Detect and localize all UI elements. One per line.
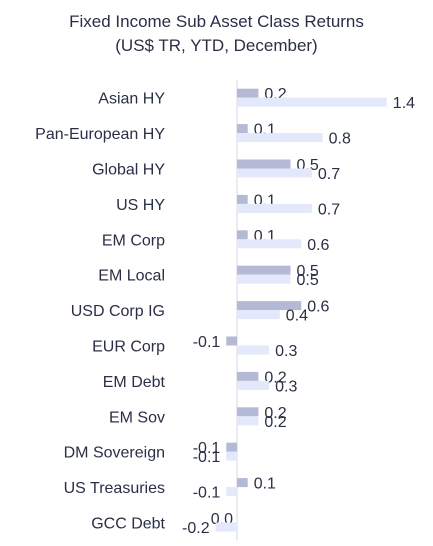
data-label-series-1: 0.1: [254, 476, 276, 493]
bar-series-2: [237, 310, 280, 320]
data-label-series-1: 0.5: [297, 263, 319, 280]
data-label-series-1: -0.1: [193, 334, 221, 351]
category-label: GCC Debt: [91, 516, 165, 533]
category-label: USD Corp IG: [71, 303, 165, 320]
bar-series-2: [237, 274, 291, 284]
bar-series-2: [237, 416, 259, 426]
data-label-series-1: 0.2: [264, 369, 286, 386]
data-label-series-2: 0.8: [329, 131, 351, 148]
category-label: US Treasuries: [64, 480, 165, 497]
data-label-series-2: 0.3: [275, 343, 297, 360]
bar-series-2: [237, 239, 302, 249]
bar-series-1: [237, 407, 259, 417]
category-label: DM Sovereign: [64, 445, 165, 462]
bar-series-2: [215, 522, 237, 532]
category-label: Asian HY: [98, 91, 165, 108]
data-label-series-2: 0.4: [286, 308, 308, 325]
data-label-series-2: 1.4: [393, 95, 415, 112]
data-label-series-1: 0.2: [264, 405, 286, 422]
bar-series-1: [237, 371, 259, 381]
category-label: Pan-European HY: [35, 126, 165, 143]
bar-series-1: [237, 301, 302, 311]
bar-series-1: [237, 478, 248, 488]
category-label: Global HY: [92, 162, 165, 179]
data-label-series-2: 0.7: [318, 166, 340, 183]
bar-series-2: [237, 203, 312, 213]
bar-series-2: [237, 133, 323, 143]
data-label-series-2: -0.2: [182, 520, 210, 537]
bar-series-1: [237, 124, 248, 134]
chart-title: Fixed Income Sub Asset Class Returns: [69, 12, 364, 31]
bar-series-1: [237, 159, 291, 169]
category-label: EUR Corp: [92, 339, 165, 356]
bar-series-1: [226, 336, 237, 346]
data-label-series-2: -0.1: [193, 485, 221, 502]
category-label: EM Corp: [102, 232, 165, 249]
chart-subtitle: (US$ TR, YTD, December): [115, 36, 318, 55]
bar-series-1: [237, 230, 248, 240]
bar-series-1: [237, 88, 259, 98]
category-label: EM Sov: [109, 409, 165, 426]
data-label-series-2: 0.2: [264, 414, 286, 431]
bar-series-1: [226, 442, 237, 452]
bar-series-1: [237, 194, 248, 204]
data-label-series-2: 0.7: [318, 201, 340, 218]
bar-series-2: [226, 451, 237, 461]
category-label: US HY: [116, 197, 165, 214]
data-label-series-1: -0.1: [193, 440, 221, 457]
bar-series-2: [226, 487, 237, 497]
data-label-series-1: 0.6: [307, 299, 329, 316]
data-label-series-2: 0.6: [307, 237, 329, 254]
bar-series-2: [237, 345, 270, 355]
category-label: EM Debt: [103, 374, 166, 391]
data-label-series-2: -0.1: [193, 449, 221, 466]
bar-series-2: [237, 380, 270, 390]
bar-series-2: [237, 97, 387, 107]
data-label-series-2: 0.5: [297, 272, 319, 289]
bar-series-2: [237, 168, 312, 178]
data-label-series-2: 0.3: [275, 378, 297, 395]
bar-series-1: [237, 265, 291, 275]
category-label: EM Local: [98, 268, 165, 285]
